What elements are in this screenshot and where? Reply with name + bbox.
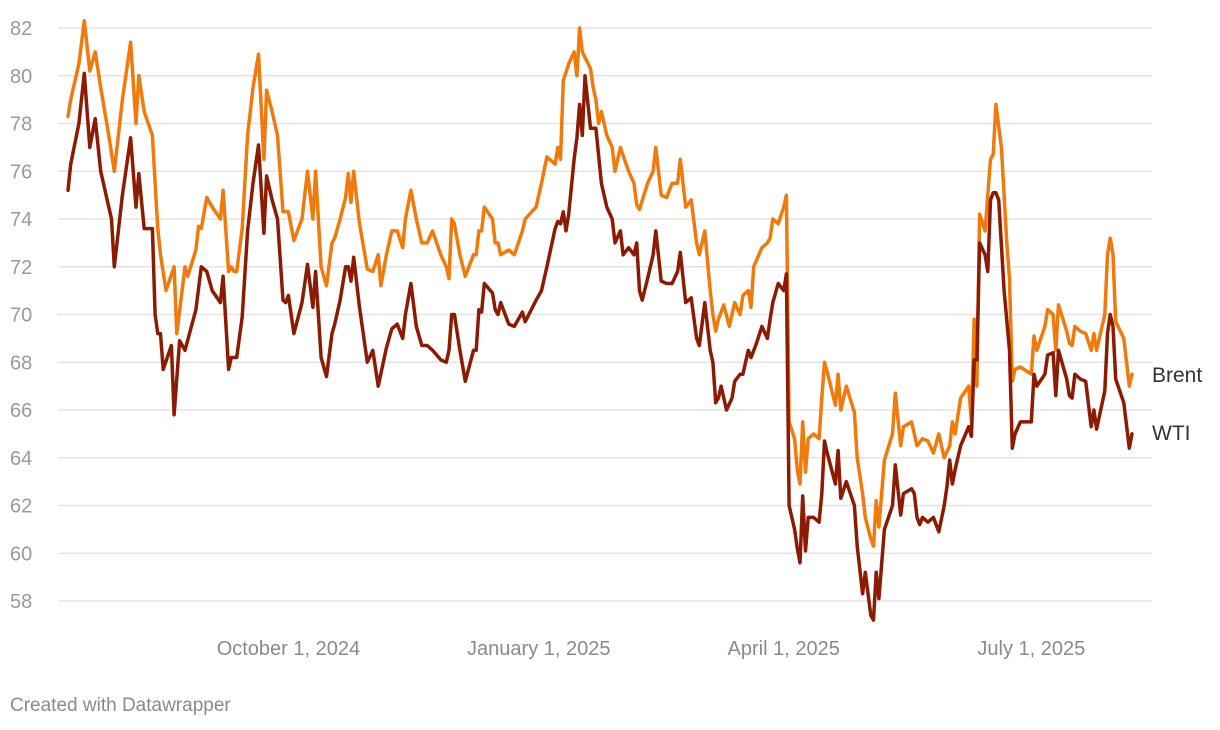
- x-tick-label: July 1, 2025: [977, 638, 1085, 660]
- y-tick-label: 66: [10, 400, 32, 422]
- y-tick-label: 78: [10, 114, 32, 136]
- gridlines: [58, 27, 1152, 602]
- y-tick-label: 82: [10, 18, 32, 40]
- y-tick-label: 72: [10, 257, 32, 279]
- y-tick-label: 76: [10, 161, 32, 183]
- y-tick-label: 62: [10, 496, 32, 518]
- x-tick-label: October 1, 2024: [217, 638, 360, 660]
- y-axis-tick-labels: 82 80 78 76 74 72 70 68 66 64 62 60 58: [10, 18, 32, 613]
- y-tick-label: 74: [10, 209, 32, 231]
- line-chart: 82 80 78 76 74 72 70 68 66 64 62 60 58 October 1, 20…: [10, 18, 1202, 660]
- y-tick-label: 70: [10, 305, 32, 327]
- series-lines: [66, 19, 1134, 622]
- series-line-brent: [66, 19, 1134, 548]
- series-line-wti: [66, 71, 1134, 622]
- series-direct-labels: Brent WTI: [1152, 364, 1202, 445]
- datawrapper-credit: Created with Datawrapper: [10, 695, 231, 716]
- series-label-wti: WTI: [1152, 422, 1190, 445]
- y-tick-label: 58: [10, 591, 32, 613]
- series-label-brent: Brent: [1152, 364, 1202, 387]
- y-tick-label: 60: [10, 543, 32, 565]
- x-axis-tick-labels: October 1, 2024 January 1, 2025 April 1, 2…: [217, 638, 1086, 660]
- x-tick-label: January 1, 2025: [467, 638, 610, 660]
- y-tick-label: 80: [10, 66, 32, 88]
- y-tick-label: 68: [10, 352, 32, 374]
- y-tick-label: 64: [10, 448, 32, 470]
- x-tick-label: April 1, 2025: [728, 638, 840, 660]
